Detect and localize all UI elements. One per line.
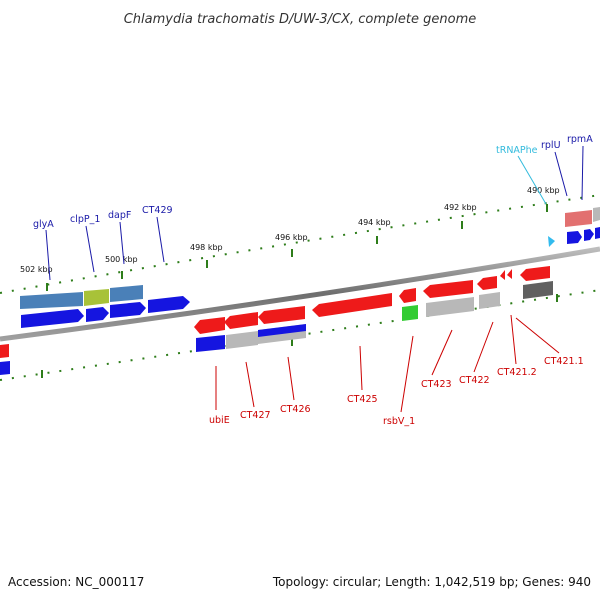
cds-reverse-arrow [194, 317, 225, 334]
tick-label: 496 kbp [275, 233, 308, 242]
gene-label-rplU: rplU [541, 140, 561, 151]
leader-line [359, 345, 363, 391]
genome-summary-text: Topology: circular; Length: 1,042,519 bp… [272, 575, 591, 589]
leader-line [45, 229, 51, 281]
leader-line [119, 221, 125, 265]
reverse-gene-track [196, 281, 553, 352]
gene-label-CT429: CT429 [142, 205, 173, 216]
leader-line [581, 145, 584, 201]
forward-gene-track [20, 207, 600, 309]
cds-reverse-arrow [0, 344, 9, 358]
cds-forward-arrow [0, 361, 10, 375]
leader-line [245, 361, 255, 408]
forward-cds-arrows [0, 227, 600, 375]
gene-label-rpmA: rpmA [567, 134, 593, 145]
gene-label-rsbV_1: rsbV_1 [383, 416, 415, 427]
gene-CT421-block [523, 281, 553, 299]
cds-reverse-arrow [500, 270, 505, 280]
tick-label: 500 kbp [105, 255, 138, 264]
tick-label: 498 kbp [190, 243, 223, 252]
cds-reverse-arrow [258, 306, 305, 324]
tick-label: 490 kbp [527, 186, 560, 195]
map-title: Chlamydia trachomatis D/UW-3/CX, complet… [124, 12, 477, 27]
gene-label-CT427: CT427 [240, 410, 271, 421]
tick-label: 502 kbp [20, 265, 53, 274]
tick-label: 492 kbp [444, 203, 477, 212]
accession-text: Accession: NC_000117 [8, 575, 144, 589]
gene-label-dapF: dapF [108, 210, 131, 221]
gene-label-tRNAPhe: tRNAPhe [496, 145, 538, 156]
leader-line [287, 356, 295, 401]
outer-tick-ring [0, 194, 600, 294]
cds-forward-arrow [584, 229, 594, 241]
reverse-leaders [215, 314, 560, 413]
gene-glyA-block [20, 292, 83, 309]
gene-CT422-block [479, 292, 500, 309]
leader-line [431, 329, 453, 376]
leader-line [510, 314, 517, 365]
tick-label: 494 kbp [358, 218, 391, 227]
gene-rsbV-block [402, 305, 418, 321]
inner-tick-ring [0, 289, 600, 381]
gene-label-ubiE: ubiE [209, 415, 230, 426]
gene-label-CT425: CT425 [347, 394, 378, 405]
leader-line [515, 317, 560, 354]
genome-backbone [0, 246, 600, 342]
cds-reverse-arrow [507, 269, 512, 279]
trna-leader [517, 155, 547, 205]
gene-CT426-strip [258, 324, 306, 337]
gene-label-CT421.2: CT421.2 [497, 367, 537, 378]
cds-forward-arrow [110, 302, 146, 318]
gene-label-clpP_1: clpP_1 [70, 214, 100, 225]
gene-clpP-block [84, 289, 109, 306]
leader-line [400, 335, 414, 413]
gene-label-glyA: glyA [33, 219, 54, 230]
cds-forward-arrow [148, 296, 190, 313]
gene-label-CT426: CT426 [280, 404, 311, 415]
cds-reverse-arrow [477, 276, 497, 290]
leader-line [156, 216, 165, 263]
gene-label-CT422: CT422 [459, 375, 490, 386]
cds-forward-arrow [21, 309, 84, 328]
trna-arrow [548, 236, 555, 247]
leader-line [85, 225, 95, 273]
gene-dapF-block [110, 285, 143, 302]
cds-reverse-arrow [312, 293, 392, 317]
forward-leaders [45, 145, 584, 281]
reverse-cds-arrows [0, 266, 550, 358]
gene-label-CT421.1: CT421.1 [544, 356, 584, 367]
leader-line [473, 321, 494, 373]
cds-forward-arrow [86, 307, 109, 322]
cds-reverse-arrow [520, 266, 550, 281]
cds-reverse-arrow [423, 280, 473, 298]
gene-feature-block [593, 207, 600, 222]
gene-CT423-block [426, 297, 474, 317]
cds-reverse-arrow [399, 288, 416, 303]
gene-feature-block [565, 210, 592, 227]
cds-reverse-arrow [224, 312, 258, 329]
cds-forward-arrow [595, 227, 600, 239]
leader-line [554, 151, 568, 197]
cds-forward-arrow [567, 231, 582, 244]
gene-ubiE-block [196, 335, 225, 352]
gene-label-CT423: CT423 [421, 379, 452, 390]
gene-CT427-block [226, 331, 258, 349]
